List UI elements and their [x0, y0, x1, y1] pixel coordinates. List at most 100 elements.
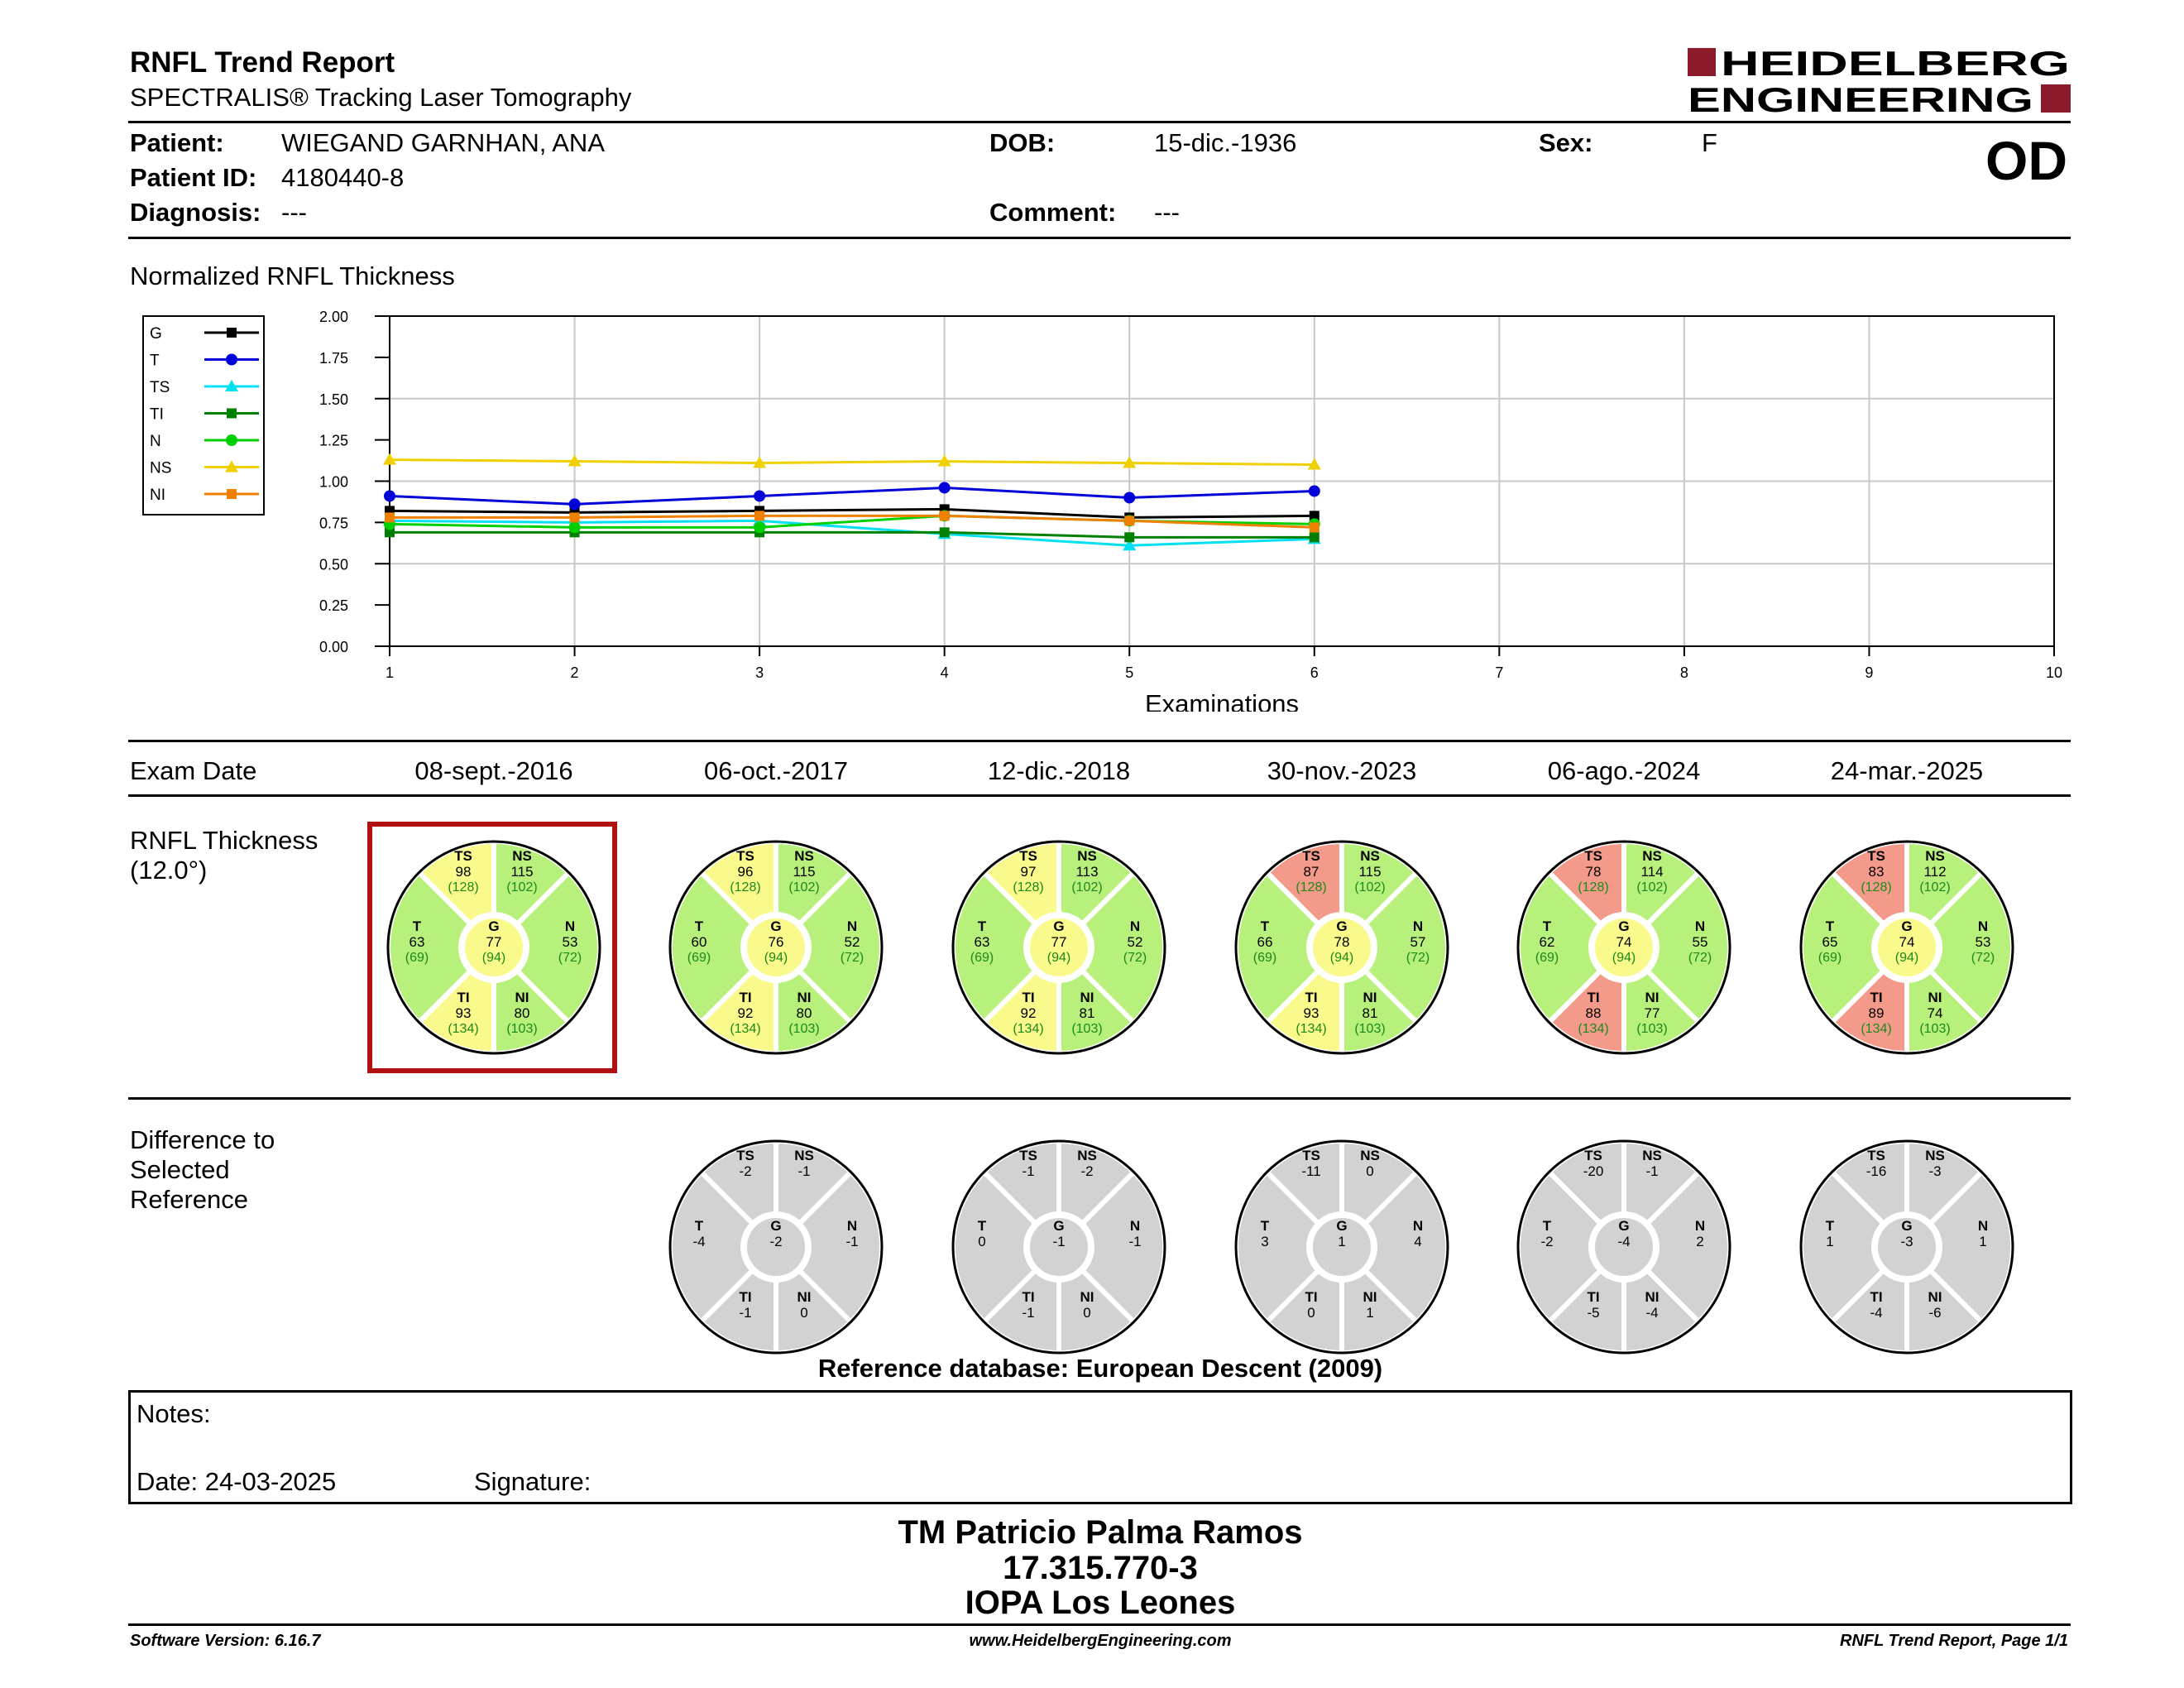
- sector-name-ti: TI: [457, 990, 469, 1005]
- sector-value-n: 4: [1414, 1234, 1421, 1249]
- sector-value-ni: 0: [800, 1305, 807, 1321]
- sector-name-n: N: [1130, 918, 1140, 934]
- sector-value-g: 74: [1899, 934, 1915, 950]
- x-tick-label: 4: [941, 664, 949, 681]
- sector-value-ts: -1: [1022, 1163, 1034, 1179]
- sector-reference-ni: (103): [1354, 1022, 1385, 1036]
- exam-date-2[interactable]: 06-oct.-2017: [703, 756, 849, 785]
- exam-date-5[interactable]: 06-ago.-2024: [1547, 756, 1701, 785]
- sector-name-ns: NS: [512, 848, 532, 864]
- data-point-t: [1308, 485, 1320, 497]
- sector-value-g: 77: [1051, 934, 1067, 950]
- sector-name-ns: NS: [1360, 848, 1380, 864]
- series-line-g: [389, 507, 1315, 519]
- sector-name-g: G: [488, 918, 499, 934]
- data-point-ns: [753, 456, 767, 468]
- sector-value-ns: 114: [1640, 864, 1663, 880]
- sector-value-g: -2: [769, 1234, 782, 1249]
- sector-reference-t: (69): [1535, 951, 1559, 965]
- legend-marker-n: [226, 434, 237, 446]
- sector-reference-ns: (102): [788, 880, 819, 894]
- software-version: Software Version: 6.16.7: [130, 1632, 321, 1650]
- sector-value-ns: 115: [510, 864, 533, 880]
- sector-reference-ns: (102): [1071, 880, 1102, 894]
- sector-value-ni: 81: [1080, 1005, 1095, 1021]
- data-point-ni: [569, 512, 580, 523]
- exam-date-1[interactable]: 08-sept.-2016: [414, 756, 573, 785]
- sector-name-ni: NI: [1363, 1289, 1377, 1305]
- legend-label-g: G: [150, 325, 162, 343]
- sector-name-t: T: [413, 918, 422, 934]
- data-point-ni: [1309, 522, 1320, 533]
- exam-date-4[interactable]: 30-nov.-2023: [1267, 756, 1417, 785]
- exam-date-3[interactable]: 12-dic.-2018: [987, 756, 1131, 785]
- sector-reference-t: (69): [970, 951, 994, 965]
- sector-name-ti: TI: [739, 990, 751, 1005]
- sector-reference-g: (94): [764, 951, 788, 965]
- sector-reference-t: (69): [1253, 951, 1276, 965]
- data-point-t: [384, 490, 395, 502]
- selected-reference-frame[interactable]: [367, 822, 617, 1073]
- exam-date-label: Exam Date: [130, 756, 257, 785]
- disc-border: [951, 840, 1166, 1055]
- website-link[interactable]: www.HeidelbergEngineering.com: [969, 1632, 1232, 1650]
- sector-reference-n: (72): [1688, 951, 1712, 965]
- disc-border: [1516, 840, 1731, 1055]
- legend-marker-t: [226, 353, 237, 366]
- notes-box[interactable]: Notes: Date: 24-03-2025 Signature:: [128, 1390, 2072, 1504]
- sector-value-ns: -2: [1080, 1163, 1093, 1179]
- sector-name-n: N: [1695, 1218, 1705, 1234]
- sector-name-ns: NS: [1077, 848, 1097, 864]
- disc-border: [1234, 840, 1449, 1055]
- sector-value-ns: 115: [1358, 864, 1381, 880]
- disc-border: [1799, 1139, 2014, 1355]
- sector-value-n: 1: [1979, 1234, 1986, 1249]
- sector-name-n: N: [1978, 1218, 1988, 1234]
- sector-value-ni: 81: [1363, 1005, 1378, 1021]
- data-point-ns: [383, 453, 396, 465]
- sector-value-ns: -3: [1928, 1163, 1941, 1179]
- exam-date-6[interactable]: 24-mar.-2025: [1830, 756, 1984, 785]
- sector-reference-t: (69): [405, 951, 429, 965]
- sector-name-t: T: [1543, 1218, 1552, 1234]
- series-line-ns: [389, 458, 1315, 467]
- sector-value-ns: 113: [1075, 864, 1098, 880]
- sector-name-ni: NI: [797, 990, 812, 1005]
- sector-name-ni: NI: [1645, 1289, 1660, 1305]
- disc-border: [1799, 840, 2014, 1055]
- sector-name-ts: TS: [1867, 1148, 1885, 1163]
- sector-name-ts: TS: [1302, 1148, 1320, 1163]
- sector-name-ni: NI: [1645, 990, 1660, 1005]
- sector-g: [742, 1213, 810, 1281]
- sector-value-ni: 74: [1928, 1005, 1943, 1021]
- y-tick-label: 1.25: [319, 433, 348, 449]
- sector-name-g: G: [1901, 918, 1912, 934]
- sector-value-ti: -5: [1587, 1305, 1599, 1321]
- y-tick-label: 1.00: [319, 474, 348, 491]
- sector-name-ti: TI: [1022, 990, 1034, 1005]
- sector-value-t: 65: [1822, 934, 1838, 950]
- sector-value-t: 63: [410, 934, 425, 950]
- sector-value-ti: 0: [1307, 1305, 1315, 1321]
- dob-value: 15-dic.-1936: [1154, 128, 1297, 157]
- sector-value-ts: 96: [738, 864, 754, 880]
- series-line-ti: [390, 530, 1315, 539]
- sector-value-ts: 87: [1304, 864, 1320, 880]
- sector-reference-ni: (103): [1919, 1022, 1950, 1036]
- sector-value-g: 76: [769, 934, 784, 950]
- legend-marker-ns: [225, 460, 238, 472]
- sector-reference-ti: (134): [1861, 1022, 1891, 1036]
- selected-label: Selected: [130, 1155, 230, 1184]
- diagnosis-value: ---: [281, 198, 307, 227]
